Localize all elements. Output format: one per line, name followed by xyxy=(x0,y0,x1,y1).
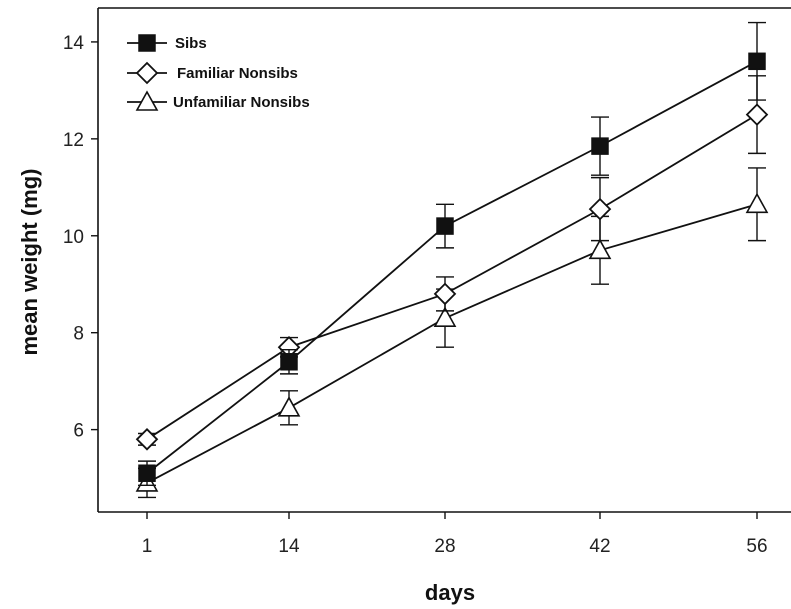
legend: Sibs Familiar Nonsibs Unfamiliar Nonsibs xyxy=(127,34,310,111)
legend-label: Sibs xyxy=(175,35,207,52)
data-point xyxy=(588,197,612,221)
series-line xyxy=(146,60,758,474)
x-axis-ticks: 1 14 28 42 56 xyxy=(142,512,768,557)
data-point xyxy=(138,464,156,482)
y-tick-label: 6 xyxy=(73,421,84,442)
series-familiar-nonsibs xyxy=(135,75,769,451)
y-tick-label: 10 xyxy=(63,227,84,248)
series-line xyxy=(146,203,758,484)
x-tick-label: 56 xyxy=(746,536,767,557)
plot-frame xyxy=(97,7,791,513)
legend-label: Familiar Nonsibs xyxy=(177,65,298,82)
legend-marker xyxy=(138,34,156,52)
data-point xyxy=(433,306,457,327)
x-axis-title: days xyxy=(425,580,475,605)
legend-marker xyxy=(135,90,159,111)
x-tick-label: 14 xyxy=(278,536,300,557)
legend-marker xyxy=(135,61,159,85)
y-axis-ticks: 6 8 10 12 14 xyxy=(63,33,98,442)
data-point xyxy=(588,238,612,260)
x-tick-label: 42 xyxy=(589,536,610,557)
series-unfamiliar-nonsibs xyxy=(135,167,769,499)
y-tick-label: 12 xyxy=(63,130,84,151)
data-point xyxy=(135,428,159,451)
x-tick-label: 1 xyxy=(142,536,153,557)
data-point xyxy=(745,192,769,214)
data-point xyxy=(436,217,454,235)
data-point xyxy=(433,282,457,306)
y-axis-title: mean weight (mg) xyxy=(17,168,42,355)
series-layer xyxy=(135,21,769,499)
legend-label: Unfamiliar Nonsibs xyxy=(173,94,310,111)
x-tick-label: 28 xyxy=(434,536,455,557)
data-point xyxy=(745,103,769,126)
data-point xyxy=(591,137,609,155)
y-tick-label: 14 xyxy=(63,33,85,54)
y-tick-label: 8 xyxy=(73,324,84,345)
data-point xyxy=(748,52,766,71)
data-point xyxy=(280,353,298,371)
data-point xyxy=(277,396,301,417)
series-sibs xyxy=(138,21,766,487)
